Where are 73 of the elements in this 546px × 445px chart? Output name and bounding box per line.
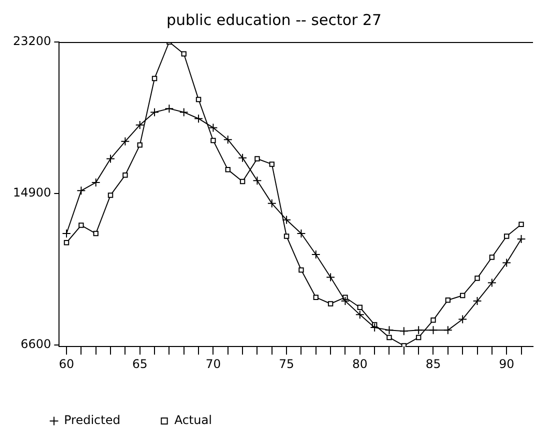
point [210,138,216,144]
point [91,178,100,187]
x-tick-label: 65 [132,356,148,371]
point [137,142,142,148]
point [386,334,392,340]
point [181,51,186,56]
point [64,240,70,246]
point [298,267,304,273]
point [208,123,218,132]
point [252,176,262,186]
point [416,334,422,340]
point [152,76,158,82]
point [355,310,364,320]
point [238,153,248,162]
point [357,304,363,310]
point [340,296,350,306]
point [296,229,306,238]
point [504,234,510,239]
point [240,178,246,184]
x-tick-label: 60 [58,356,74,371]
point [179,108,188,117]
point [399,326,408,336]
point [284,234,290,239]
x-tick-label: 90 [498,356,514,371]
point [328,301,334,306]
point [194,114,204,124]
y-tick-label: 23200 [12,34,52,48]
point [282,215,292,224]
point [196,96,202,102]
point [106,154,116,164]
point [384,326,394,335]
point [62,229,72,238]
point [311,250,320,259]
point [518,222,524,228]
point [164,104,174,114]
point [267,198,276,208]
point [460,292,466,298]
x-tick-label: 75 [278,356,294,371]
y-tick-label: 14900 [12,186,52,200]
point [489,254,495,260]
point [225,167,230,172]
point [135,120,144,130]
point [269,162,275,167]
point [487,278,496,288]
point [326,272,336,282]
point [414,326,424,335]
y-tick-label: 6600 [20,336,52,351]
point [502,258,512,268]
point [472,296,482,306]
chart-title: public education -- sector 27 [166,10,382,29]
point [78,222,84,228]
legend-label: Actual [174,413,212,428]
point [430,318,436,323]
point [443,326,452,335]
point [474,276,480,281]
point [93,230,98,236]
legend-label: Predicted [64,413,120,428]
point [516,234,526,244]
point [313,294,319,300]
point [458,314,468,324]
point [445,297,451,303]
point [108,192,114,198]
x-tick-label: 70 [206,356,221,371]
point [122,172,128,178]
point [223,135,232,144]
point [150,108,160,117]
point [370,322,380,332]
point [254,156,260,162]
x-tick-label: 80 [352,356,368,371]
point [76,186,86,196]
x-tick-label: 85 [426,356,441,371]
point [428,326,438,335]
point [120,136,130,146]
